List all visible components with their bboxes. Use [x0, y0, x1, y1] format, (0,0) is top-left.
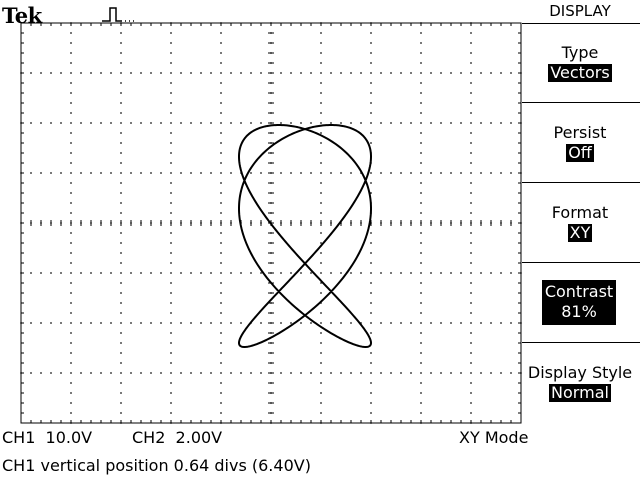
pulse-trigger-icon [102, 7, 134, 22]
brand-logo: Tek [2, 3, 42, 28]
menu-item-value: XY [567, 223, 593, 242]
menu-divider [522, 342, 640, 343]
menu-divider [522, 102, 640, 103]
menu-item-value: Normal [549, 383, 611, 402]
menu-item-label: Persist [553, 123, 607, 142]
menu-item-label: Display Style [527, 363, 633, 382]
channel-status-bar: CH1 10.0V CH2 2.00V XY Mode [0, 426, 640, 448]
menu-item-label: Type [561, 43, 599, 62]
menu-item-value: 81% [561, 302, 597, 321]
menu-item-type[interactable]: Type Vectors [520, 43, 640, 82]
menu-item-format[interactable]: Format XY [520, 203, 640, 242]
xy-mode-indicator: XY Mode [459, 428, 529, 447]
xy-lissajous-trace [237, 123, 373, 349]
ch1-scale: CH1 10.0V [2, 428, 93, 447]
menu-item-persist[interactable]: Persist Off [520, 123, 640, 162]
ch2-scale: CH2 2.00V [132, 428, 223, 447]
graticule-ticks [20, 22, 522, 424]
menu-divider [522, 262, 640, 263]
menu-item-label: Contrast [542, 282, 616, 302]
menu-item-label: Format [551, 203, 609, 222]
menu-item-contrast[interactable]: Contrast 81% [542, 280, 616, 325]
menu-item-value: Off [566, 143, 594, 162]
status-message: CH1 vertical position 0.64 divs (6.40V) [2, 456, 311, 475]
menu-item-value: Vectors [548, 63, 612, 82]
menu-divider [522, 23, 640, 24]
trace-path [237, 123, 373, 349]
menu-divider [522, 182, 640, 183]
menu-title: DISPLAY [549, 2, 611, 20]
menu-item-display-style[interactable]: Display Style Normal [520, 363, 640, 402]
